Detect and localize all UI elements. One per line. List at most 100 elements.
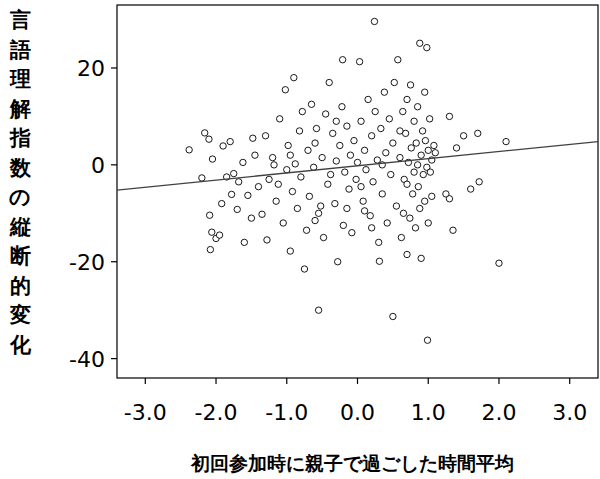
point <box>412 225 418 231</box>
y-axis-title-char: 化 <box>9 333 32 357</box>
point <box>413 140 419 146</box>
point <box>376 258 382 264</box>
point <box>424 44 430 50</box>
point <box>446 113 452 119</box>
point <box>227 138 233 144</box>
y-tick <box>111 261 117 262</box>
point <box>446 196 452 202</box>
y-axis-title-char: 指 <box>9 126 31 150</box>
point <box>319 154 325 160</box>
point <box>299 108 305 114</box>
point <box>383 150 389 156</box>
point <box>266 176 272 182</box>
point <box>312 217 318 223</box>
point <box>186 147 192 153</box>
point <box>370 179 376 185</box>
x-tick-label: 1.0 <box>411 400 446 425</box>
point <box>386 116 392 122</box>
point <box>365 96 371 102</box>
point <box>384 220 390 226</box>
point <box>216 232 222 238</box>
point <box>250 135 256 141</box>
point <box>368 225 374 231</box>
point <box>388 171 394 177</box>
point <box>202 130 208 136</box>
point <box>391 79 397 85</box>
point <box>361 208 367 214</box>
point <box>296 128 302 134</box>
point <box>325 181 331 187</box>
point <box>330 130 336 136</box>
point <box>356 58 362 64</box>
x-tick <box>498 378 499 384</box>
point <box>414 162 420 168</box>
point <box>424 337 430 343</box>
y-axis-title-char: 数 <box>9 156 32 180</box>
point <box>420 171 426 177</box>
y-axis-title-char: 理 <box>9 67 31 91</box>
point <box>422 137 428 143</box>
x-tick <box>357 378 358 384</box>
y-axis-title-char: 言 <box>9 8 31 32</box>
point <box>280 220 286 226</box>
point <box>326 79 332 85</box>
y-axis-title: 言語理解指数の縦断的変化 <box>9 8 32 357</box>
point <box>284 167 290 173</box>
y-axis-title-char: の <box>9 185 31 209</box>
point <box>407 215 413 221</box>
point <box>368 133 374 139</box>
point <box>255 183 261 189</box>
point <box>421 198 427 204</box>
point <box>276 116 282 122</box>
point <box>228 191 234 197</box>
point <box>411 118 417 124</box>
point <box>503 138 509 144</box>
point <box>450 227 456 233</box>
point <box>291 74 297 80</box>
point <box>360 198 366 204</box>
point <box>431 142 437 148</box>
x-tick <box>286 378 287 384</box>
point <box>312 140 318 146</box>
point <box>390 313 396 319</box>
y-tick-label: -20 <box>69 250 105 275</box>
plot-frame <box>117 5 598 378</box>
x-tick <box>215 378 216 384</box>
x-tick <box>569 378 570 384</box>
point <box>425 220 431 226</box>
point <box>409 191 415 197</box>
point <box>379 191 385 197</box>
y-tick-label: 0 <box>91 153 105 178</box>
point <box>374 157 380 163</box>
point <box>417 40 423 46</box>
y-tick <box>111 358 117 359</box>
point <box>306 193 312 199</box>
x-tick <box>145 378 146 384</box>
plot-area <box>117 18 598 343</box>
point <box>287 152 293 158</box>
point <box>259 211 265 217</box>
point <box>315 307 321 313</box>
point <box>248 215 254 221</box>
point <box>289 188 295 194</box>
point <box>220 143 226 149</box>
point <box>393 203 399 209</box>
point <box>427 169 433 175</box>
point <box>207 246 213 252</box>
point <box>305 147 311 153</box>
point <box>432 150 438 156</box>
point <box>298 174 304 180</box>
point <box>334 259 340 265</box>
point <box>414 104 420 110</box>
point <box>315 210 321 216</box>
point <box>378 125 384 131</box>
point <box>287 248 293 254</box>
y-axis-title-char: 変 <box>9 303 31 327</box>
point <box>404 96 410 102</box>
y-axis-title-char: 語 <box>9 38 31 62</box>
point <box>333 158 339 164</box>
y-axis-title-char: 的 <box>10 274 31 298</box>
point <box>218 200 224 206</box>
point <box>235 179 241 185</box>
point <box>381 89 387 95</box>
